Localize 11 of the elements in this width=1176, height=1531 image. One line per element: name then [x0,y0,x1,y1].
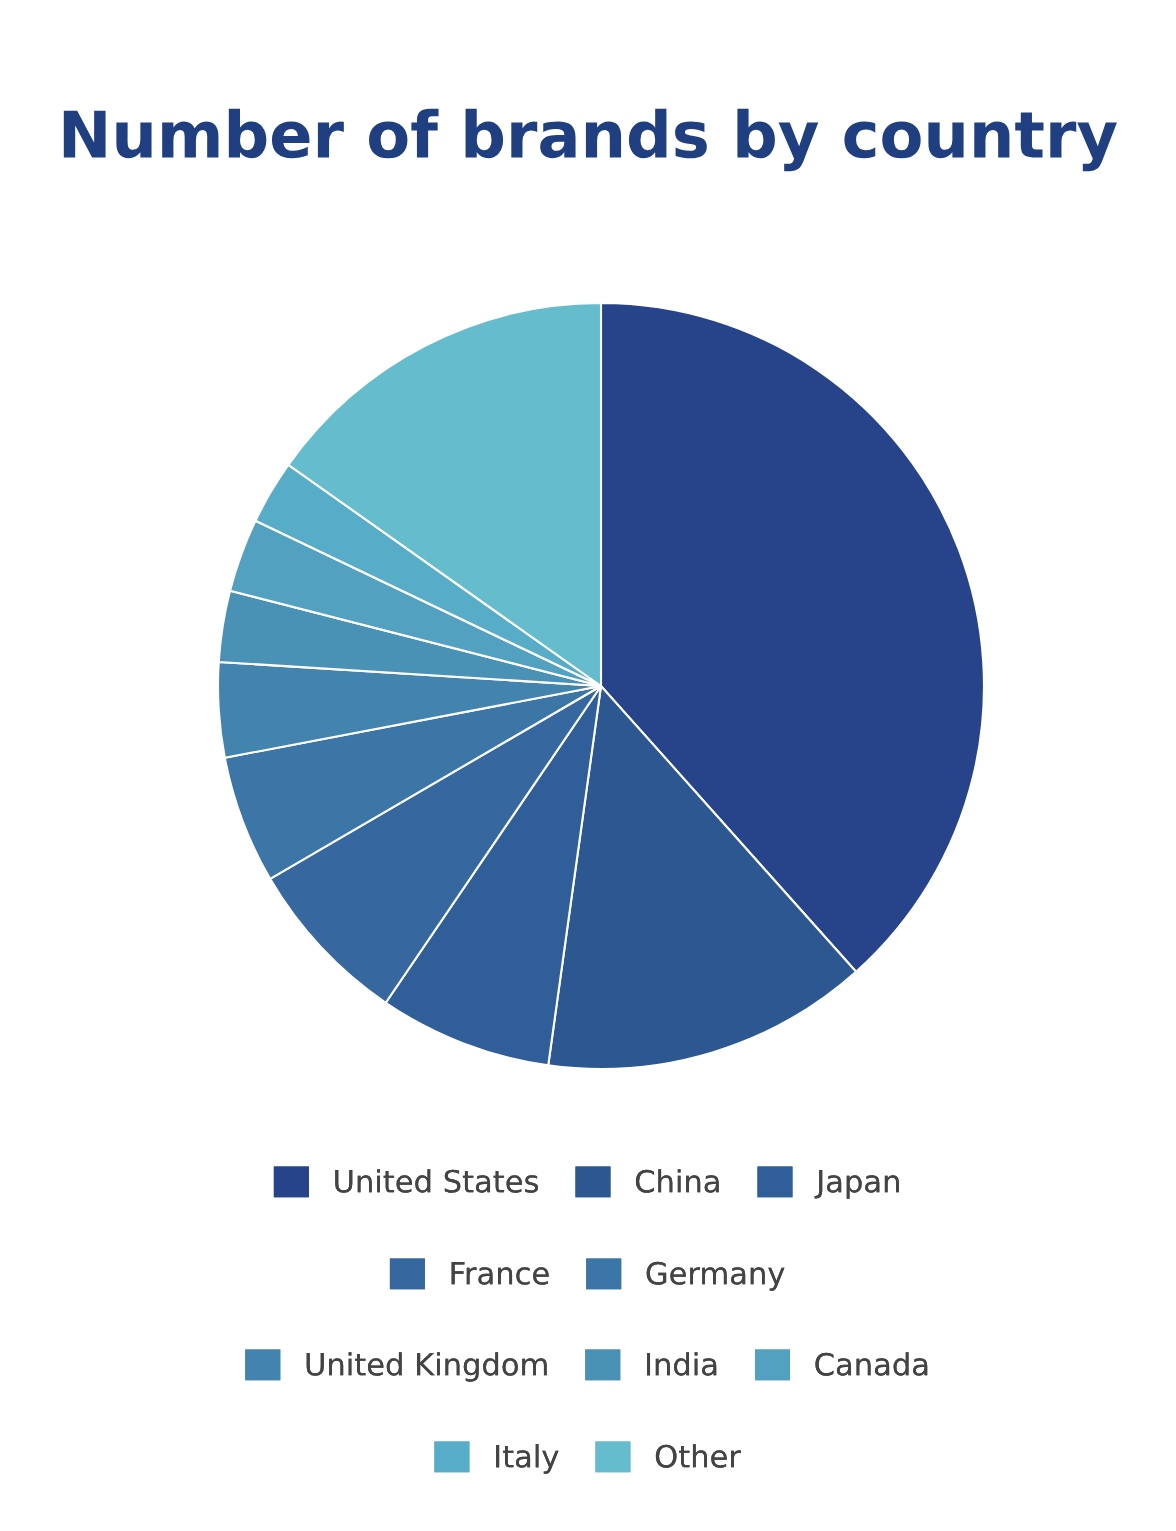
legend-label: Italy [496,1444,559,1474]
legend-label: China [635,1169,719,1193]
legend-label: United States [335,1169,539,1193]
chart-title: Number of brands by country [63,108,1117,172]
legend-label: Japan [814,1170,899,1199]
legend-label: Canada [815,1352,928,1376]
legend-label: Other [655,1444,741,1468]
legend-label: Germany [646,1261,785,1291]
legend-label: United Kingdom [306,1352,547,1382]
legend-label: India [647,1352,717,1376]
legend-label: France [451,1262,549,1285]
